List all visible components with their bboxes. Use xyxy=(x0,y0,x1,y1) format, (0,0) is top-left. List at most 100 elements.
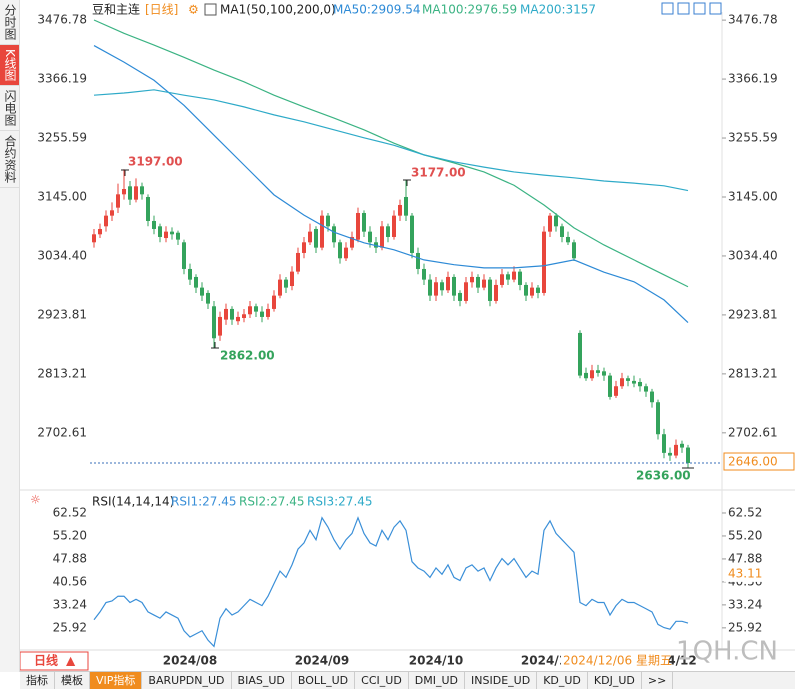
sidebar-tab[interactable]: 分时图 xyxy=(0,0,19,45)
window-icons[interactable] xyxy=(661,2,722,15)
y-tick-label: 62.52 xyxy=(728,505,762,519)
sidebar-tab[interactable]: 合约资料 xyxy=(0,131,19,188)
candle-body xyxy=(686,447,690,464)
cursor-value-box xyxy=(724,565,784,582)
candle-body xyxy=(410,215,414,253)
period-button-label[interactable]: 日线 xyxy=(34,653,58,668)
candle-body xyxy=(596,370,600,373)
y-tick-label: 3034.40 xyxy=(728,248,778,262)
y-tick-label: 2702.61 xyxy=(37,425,87,439)
candle-body xyxy=(104,215,108,227)
toolbar-tab[interactable]: BARUPDN_UD xyxy=(142,672,232,689)
candle-body xyxy=(482,279,486,288)
candle-body xyxy=(278,279,282,296)
toolbar: 指标 模板 VIP指标 BARUPDN_UD BIAS_UD BOLL_UD CCI_UD D… xyxy=(20,671,795,689)
y-tick-label: 25.92 xyxy=(53,620,87,634)
toolbar-tab[interactable]: KD_UD xyxy=(537,672,588,689)
toolbar-tab[interactable]: CCI_UD xyxy=(355,672,409,689)
period-button-arrow[interactable]: ▲ xyxy=(66,654,76,668)
legend-entry: MA50:2909.54 xyxy=(333,3,421,17)
cursor-date-box xyxy=(561,653,669,669)
candle-body xyxy=(452,276,456,296)
period-button[interactable] xyxy=(20,651,89,671)
toolbar-tab[interactable]: VIP指标 xyxy=(90,672,143,689)
series-line xyxy=(93,45,689,323)
y-tick-label: 3255.59 xyxy=(37,131,87,145)
indicator: MA1(50,100,200,0) xyxy=(220,3,336,17)
gear-icon[interactable]: ⚙ xyxy=(188,3,199,17)
series-line xyxy=(93,19,689,288)
candle-body xyxy=(440,282,444,291)
y-tick-label: 2813.21 xyxy=(728,366,778,380)
candle-body xyxy=(572,242,576,259)
candle-body xyxy=(368,231,372,243)
candle-body xyxy=(206,292,210,304)
settings-icon[interactable]: ☼ xyxy=(30,493,41,507)
candle-body xyxy=(170,231,174,235)
candle-body xyxy=(578,332,582,376)
y-tick-label: 3145.00 xyxy=(37,189,87,203)
sidebar-tab[interactable]: K线图 xyxy=(0,45,19,86)
candle-body xyxy=(326,215,330,227)
candle-body xyxy=(536,287,540,293)
candle-body xyxy=(272,295,276,309)
candle-body xyxy=(554,215,558,227)
y-tick-label: 2923.81 xyxy=(37,307,87,321)
candle-body xyxy=(650,391,654,403)
candle-body xyxy=(122,188,126,195)
candle-body xyxy=(242,314,246,319)
candle-body xyxy=(386,226,390,237)
candle-body xyxy=(500,274,504,285)
y-tick-label: 3145.00 xyxy=(728,189,778,203)
cursor-date: 2024/12/06 星期五 xyxy=(563,654,672,668)
candle-body xyxy=(92,234,96,243)
candle-body xyxy=(146,196,150,221)
candle-body xyxy=(404,196,408,216)
toolbar-tab[interactable]: 指标 xyxy=(20,672,55,689)
candle-body xyxy=(188,268,192,280)
candle-body xyxy=(128,186,132,200)
candle-body xyxy=(284,279,288,288)
candle-body xyxy=(524,284,528,296)
y-tick-label: 55.20 xyxy=(728,528,762,542)
y-tick-label: 47.88 xyxy=(728,551,762,565)
toolbar-tab[interactable]: BOLL_UD xyxy=(292,672,356,689)
toolbar-tab[interactable]: INSIDE_UD xyxy=(465,672,538,689)
sidebar: 分时图 K线图 闪电图 合约资料 xyxy=(0,0,20,672)
candle-body xyxy=(458,292,462,301)
x-tick-label: 2024/08 xyxy=(163,654,217,668)
toolbar-tab[interactable]: DMI_UD xyxy=(409,672,466,689)
legend-entry: RSI3:27.45 xyxy=(307,495,373,509)
candle-body xyxy=(356,212,360,240)
candle-body xyxy=(224,308,228,320)
x-tick-label: 4/12 xyxy=(667,654,696,668)
candle-body xyxy=(416,252,420,269)
toolbar-tab[interactable]: >> xyxy=(642,672,674,689)
toolbar-tab[interactable]: BIAS_UD xyxy=(232,672,292,689)
candle-body xyxy=(464,282,468,301)
candle-body xyxy=(668,452,672,456)
candle-body xyxy=(218,316,222,336)
period[interactable]: [日线] xyxy=(145,3,178,17)
y-tick-label: 3366.19 xyxy=(728,72,778,86)
toolbar-tab[interactable]: KDJ_UD xyxy=(588,672,642,689)
y-tick-label: 62.52 xyxy=(53,505,87,519)
candle-body xyxy=(350,236,354,248)
last-price-box xyxy=(723,452,795,471)
sidebar-tab[interactable]: 闪电图 xyxy=(0,86,19,131)
candle-body xyxy=(344,247,348,259)
candle-body xyxy=(644,386,648,392)
x-tick-label: 2024/10 xyxy=(409,654,463,668)
candle-body xyxy=(488,279,492,301)
series-line xyxy=(93,89,689,192)
toolbar-tab[interactable]: 模板 xyxy=(55,672,90,689)
indicator-icon[interactable] xyxy=(204,3,217,16)
candle-body xyxy=(626,378,630,381)
candle-body xyxy=(296,252,300,272)
last-price-label: 2646.00 xyxy=(728,455,778,469)
candle-body xyxy=(116,194,120,208)
candle-body xyxy=(428,279,432,296)
candle-body xyxy=(152,220,156,229)
series-line xyxy=(93,516,689,648)
